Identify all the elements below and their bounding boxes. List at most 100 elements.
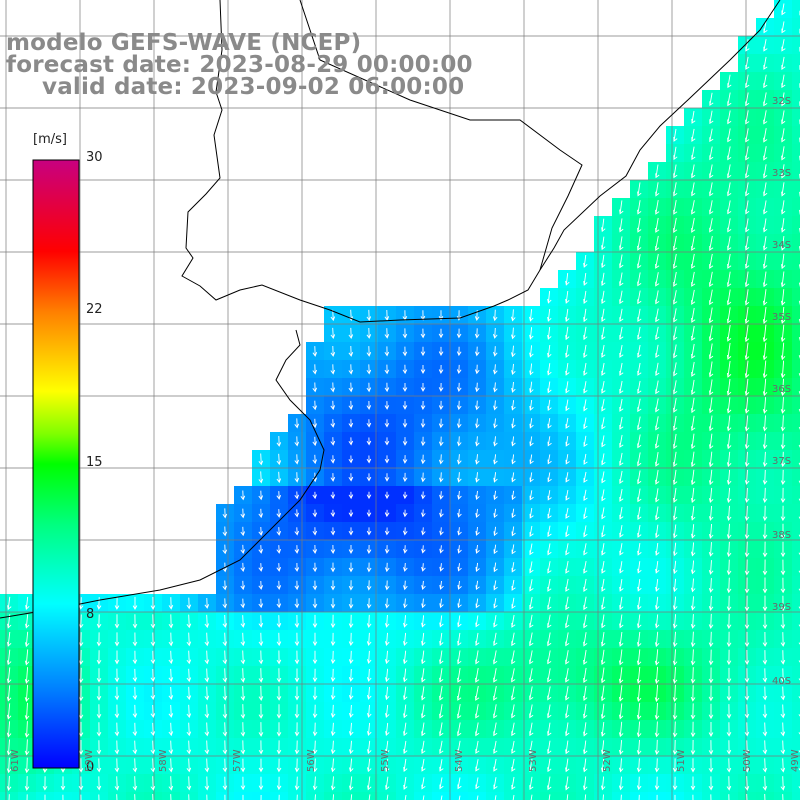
wind-arrow bbox=[312, 758, 318, 773]
wind-arrow bbox=[348, 545, 354, 554]
wind-arrow bbox=[619, 488, 624, 502]
wind-arrow bbox=[510, 309, 516, 322]
wind-arrow bbox=[781, 236, 786, 251]
wind-arrow bbox=[366, 509, 372, 518]
wind-arrow bbox=[637, 488, 642, 503]
wind-cell bbox=[792, 666, 800, 684]
wind-arrow bbox=[240, 598, 246, 609]
wind-arrow bbox=[762, 324, 768, 343]
wind-arrow bbox=[655, 398, 660, 413]
wind-arrow bbox=[276, 686, 282, 701]
wind-arrow bbox=[763, 253, 768, 269]
wind-arrow bbox=[294, 650, 300, 665]
wind-arrow bbox=[348, 598, 354, 609]
wind-arrow bbox=[421, 509, 426, 518]
wind-arrow bbox=[744, 342, 750, 361]
forecast-date: forecast date: 2023-08-29 00:00:00 bbox=[6, 52, 473, 78]
wind-arrow bbox=[439, 580, 444, 590]
wind-arrow bbox=[330, 632, 336, 647]
wind-arrow bbox=[780, 306, 786, 324]
wind-arrow bbox=[258, 508, 264, 519]
wind-arrow bbox=[529, 399, 534, 411]
wind-arrow bbox=[745, 182, 750, 197]
wind-arrow bbox=[780, 451, 786, 468]
wind-arrow bbox=[619, 362, 624, 376]
wind-arrow bbox=[493, 722, 498, 737]
wind-arrow bbox=[421, 563, 426, 572]
wind-arrow bbox=[601, 561, 606, 574]
wind-arrow bbox=[601, 218, 606, 233]
wind-arrow bbox=[691, 325, 696, 341]
wind-arrow bbox=[529, 363, 534, 376]
wind-arrow bbox=[673, 326, 678, 341]
wind-arrow bbox=[691, 451, 696, 468]
wind-arrow bbox=[384, 455, 390, 464]
wind-arrow bbox=[420, 346, 426, 357]
wind-arrow bbox=[330, 364, 336, 375]
wind-arrow bbox=[150, 740, 156, 755]
wind-arrow bbox=[150, 668, 156, 682]
wind-arrow bbox=[312, 454, 318, 465]
wind-arrow bbox=[456, 328, 462, 339]
wind-arrow bbox=[366, 437, 372, 446]
wind-arrow bbox=[475, 382, 480, 393]
wind-arrow bbox=[762, 397, 768, 414]
wind-arrow bbox=[511, 740, 516, 754]
wind-arrow bbox=[726, 505, 732, 522]
wind-arrow bbox=[474, 328, 480, 339]
wind-arrow bbox=[6, 775, 12, 791]
wind-arrow bbox=[168, 668, 174, 683]
coastline-interior bbox=[299, 0, 583, 271]
wind-arrow bbox=[366, 473, 372, 482]
wind-arrow bbox=[781, 3, 786, 16]
wind-arrow bbox=[511, 614, 516, 628]
wind-arrow bbox=[583, 507, 588, 520]
wind-arrow bbox=[726, 415, 732, 432]
wind-arrow bbox=[222, 740, 228, 755]
wind-arrow bbox=[726, 379, 732, 396]
wind-arrow bbox=[366, 614, 372, 629]
wind-arrow bbox=[565, 472, 570, 483]
wind-cell bbox=[792, 198, 800, 216]
wind-arrow bbox=[529, 686, 534, 701]
wind-arrow bbox=[276, 580, 282, 591]
wind-arrow bbox=[258, 740, 264, 755]
wind-arrow bbox=[276, 491, 282, 500]
wind-arrow bbox=[421, 686, 426, 701]
wind-arrow bbox=[583, 667, 588, 683]
wind-arrow bbox=[709, 182, 714, 197]
wind-arrow bbox=[690, 758, 696, 773]
wind-arrow bbox=[619, 525, 624, 538]
wind-arrow bbox=[260, 794, 262, 800]
wind-arrow bbox=[727, 92, 732, 107]
wind-arrow bbox=[78, 703, 84, 720]
wind-arrow bbox=[168, 632, 174, 647]
wind-arrow bbox=[690, 667, 696, 684]
wind-arrow bbox=[744, 686, 750, 701]
wind-arrow bbox=[691, 469, 696, 486]
wind-arrow bbox=[601, 685, 606, 702]
wind-arrow bbox=[726, 686, 732, 701]
wind-arrow bbox=[709, 218, 714, 233]
wind-arrow bbox=[708, 505, 714, 521]
wind-arrow bbox=[475, 508, 480, 518]
wind-arrow bbox=[402, 455, 408, 464]
wind-arrow bbox=[781, 146, 786, 161]
wind-arrow bbox=[421, 615, 426, 628]
wind-arrow bbox=[186, 632, 192, 647]
wind-arrow bbox=[529, 614, 534, 629]
wind-arrow bbox=[655, 344, 660, 359]
wind-arrow bbox=[565, 614, 570, 629]
wind-arrow bbox=[7, 631, 12, 647]
wind-arrow bbox=[690, 721, 696, 738]
wind-arrow bbox=[601, 290, 606, 305]
wind-arrow bbox=[439, 598, 444, 609]
wind-arrow bbox=[186, 776, 192, 791]
wind-arrow bbox=[637, 272, 642, 287]
wind-arrow bbox=[636, 684, 642, 703]
wind-arrow bbox=[511, 345, 516, 358]
wind-arrow bbox=[601, 758, 606, 773]
wind-arrow bbox=[168, 704, 174, 718]
wind-arrow bbox=[547, 507, 552, 519]
wind-arrow bbox=[114, 650, 120, 665]
